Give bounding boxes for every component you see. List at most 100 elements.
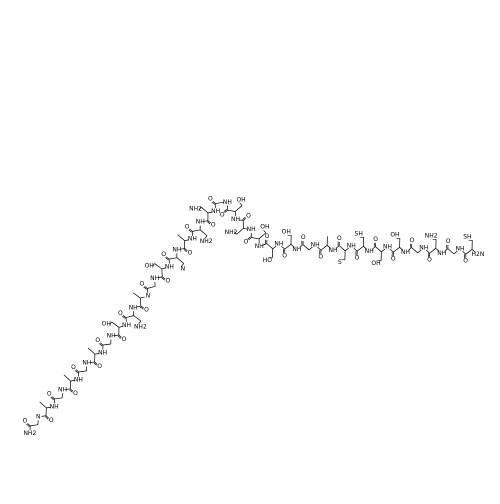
side-chain-label: NH2 [189,205,202,212]
side-chain-bond [178,235,185,241]
oxygen-label: O [463,258,468,265]
oxygen-label: O [47,391,52,398]
oxygen-label: O [318,254,323,261]
amine-label: NH [82,360,91,367]
oxygen-label: O [144,307,149,314]
oxygen-label: O [373,236,378,243]
bond [339,246,345,251]
bond [30,425,38,426]
oxygen-label: O [211,222,216,229]
side-chain-label: NH2 [134,323,147,330]
amine-label: NH [455,245,464,252]
amine-label: NH [50,403,59,410]
oxygen-label: O [71,364,76,371]
side-chain-label: HO [263,257,273,264]
amine-label: NH [223,199,232,206]
oxygen-label: O [23,418,28,425]
side-chain-bond [134,316,141,321]
amine-label: NH [58,386,67,393]
side-chain-label: OH [145,262,154,269]
bond [412,248,418,253]
amine-label: NH [247,226,256,233]
amine-label: NH [196,219,205,226]
bond [375,247,381,252]
side-chain-bond [201,207,208,213]
bond [430,248,436,253]
amine-label: NH [98,349,107,356]
oxygen-label: O [122,336,127,343]
oxygen-label: O [446,238,451,245]
oxygen-label: O [208,196,213,203]
side-chain-bond [237,228,244,234]
bond [103,344,111,345]
oxygen-label: O [301,234,306,241]
amine-label: NH [255,243,264,250]
amine-label: NH [311,241,320,248]
bond [169,258,177,259]
amine-label: NH [188,236,197,243]
bond [267,244,273,249]
amine-label: NH [347,242,356,249]
amine-label: NH [329,247,338,254]
oxygen-label: O [95,337,100,344]
amine-label: NH [165,263,174,270]
amine-label: H2N [472,251,485,258]
bond [251,238,259,239]
labels: H2NOSHNHONHONH2NHONHOOHNHOOHNHOSHNHOSNHO… [22,196,485,438]
amine-label: NH [74,376,83,383]
oxygen-label: O [246,212,251,219]
side-chain-label: S [338,259,342,266]
side-chain-label: OH [102,321,111,328]
oxygen-label: O [185,223,190,230]
amine-label: N [146,293,151,300]
side-chain-bond [200,230,207,236]
amine-label: NH [172,246,181,253]
side-chain-bond [133,293,140,298]
oxygen-label: O [265,233,270,240]
oxygen-label: O [49,417,54,424]
amine-label: N [36,413,41,420]
amine-label: NH [211,208,220,215]
bonds [24,199,478,434]
oxygen-label: O [427,257,432,264]
bond [192,230,200,231]
amine-label: NH [231,216,240,223]
oxygen-label: O [409,237,414,244]
oxygen-label: O [140,281,145,288]
oxygen-label: O [188,249,193,256]
amine-label: NH [437,250,446,257]
oxygen-label: O [73,390,78,397]
side-chain-bond [112,322,119,327]
bond [148,286,156,288]
side-chain-label: NH2 [425,233,438,240]
amine-label: NH [129,304,138,311]
side-chain-label: N [181,266,186,273]
side-chain-label: OH [390,232,399,239]
oxygen-label: O [355,255,360,262]
side-chain-label: SH [463,234,471,241]
side-chain-bond [88,348,95,354]
amine-label: NH [274,240,283,247]
side-chain-label: SH [355,231,363,238]
side-chain-bond [235,206,242,212]
side-chain-bond [155,264,162,269]
bond [54,398,62,399]
amine-label: NH [107,333,116,340]
bond [303,245,309,250]
oxygen-label: O [118,310,123,317]
oxygen-label: O [161,251,166,258]
oxygen-label: O [97,363,102,370]
oxygen-label: O [282,253,287,260]
bond [228,210,236,211]
oxygen-label: O [337,235,342,242]
terminal-amide-label: NH2 [23,430,36,437]
side-chain-label: OH [236,196,245,203]
amine-label: NH [122,322,131,329]
amine-label: NH [401,249,410,256]
amine-label: NH [150,275,159,282]
oxygen-label: O [220,211,225,218]
bond [285,244,291,249]
amine-label: NH [419,244,428,251]
